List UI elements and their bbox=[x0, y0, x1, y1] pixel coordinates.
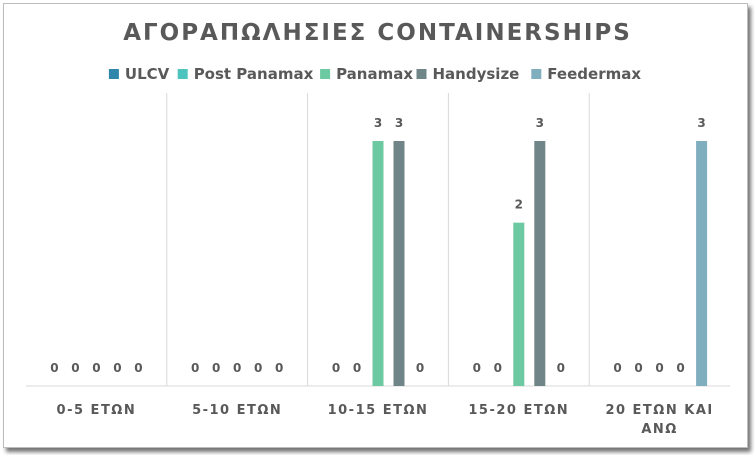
data-label-3-0: 0 bbox=[113, 361, 121, 375]
legend-label-0: ULCV bbox=[125, 65, 170, 83]
legend-swatch-1 bbox=[177, 69, 188, 79]
legend-label-1: Post Panamax bbox=[194, 65, 314, 83]
data-label-4-2: 0 bbox=[416, 361, 424, 375]
data-label-1-0: 0 bbox=[71, 361, 79, 375]
data-label-2-2: 3 bbox=[374, 116, 382, 130]
data-label-4-4: 3 bbox=[697, 116, 705, 130]
data-label-3-4: 0 bbox=[676, 361, 684, 375]
data-label-1-3: 0 bbox=[494, 361, 502, 375]
data-label-0-4: 0 bbox=[613, 361, 621, 375]
data-label-3-2: 3 bbox=[395, 116, 403, 130]
data-label-1-1: 0 bbox=[212, 361, 220, 375]
category-label-3: 15-20 ΕΤΩΝ bbox=[468, 403, 569, 418]
data-label-2-3: 2 bbox=[515, 198, 523, 212]
legend-label-4: Feedermax bbox=[547, 65, 641, 83]
bar-4-4 bbox=[696, 141, 708, 386]
data-label-4-0: 0 bbox=[134, 361, 142, 375]
bar-3-2 bbox=[393, 141, 405, 386]
data-label-1-2: 0 bbox=[353, 361, 361, 375]
data-label-0-3: 0 bbox=[473, 361, 481, 375]
legend-swatch-4 bbox=[531, 69, 542, 79]
data-label-0-1: 0 bbox=[191, 361, 199, 375]
data-label-1-4: 0 bbox=[634, 361, 642, 375]
data-label-3-1: 0 bbox=[254, 361, 262, 375]
legend-swatch-2 bbox=[320, 69, 331, 79]
category-label-4: 20 ΕΤΩΝ ΚΑΙ ΑΝΩ bbox=[605, 403, 713, 437]
data-label-0-0: 0 bbox=[50, 361, 58, 375]
legend-swatch-3 bbox=[416, 69, 427, 79]
data-label-2-4: 0 bbox=[655, 361, 663, 375]
category-label-0: 0-5 ΕΤΩΝ bbox=[57, 403, 137, 418]
category-label-2: 10-15 ΕΤΩΝ bbox=[328, 403, 429, 418]
data-label-2-1: 0 bbox=[233, 361, 241, 375]
data-label-0-2: 0 bbox=[332, 361, 340, 375]
bar-2-2 bbox=[372, 141, 384, 386]
data-label-4-1: 0 bbox=[275, 361, 283, 375]
legend-swatch-0 bbox=[108, 69, 119, 79]
legend-label-3: Handysize bbox=[433, 65, 520, 83]
data-label-3-3: 3 bbox=[536, 116, 544, 130]
data-label-2-0: 0 bbox=[92, 361, 100, 375]
data-label-4-3: 0 bbox=[557, 361, 565, 375]
bar-3-3 bbox=[534, 141, 546, 386]
legend-label-2: Panamax bbox=[336, 65, 413, 83]
category-label-1: 5-10 ΕΤΩΝ bbox=[192, 403, 282, 418]
chart-title: ΑΓΟΡΑΠΩΛΗΣΙΕΣ CONTAINERSHIPS bbox=[123, 20, 632, 46]
bar-2-3 bbox=[513, 222, 525, 386]
